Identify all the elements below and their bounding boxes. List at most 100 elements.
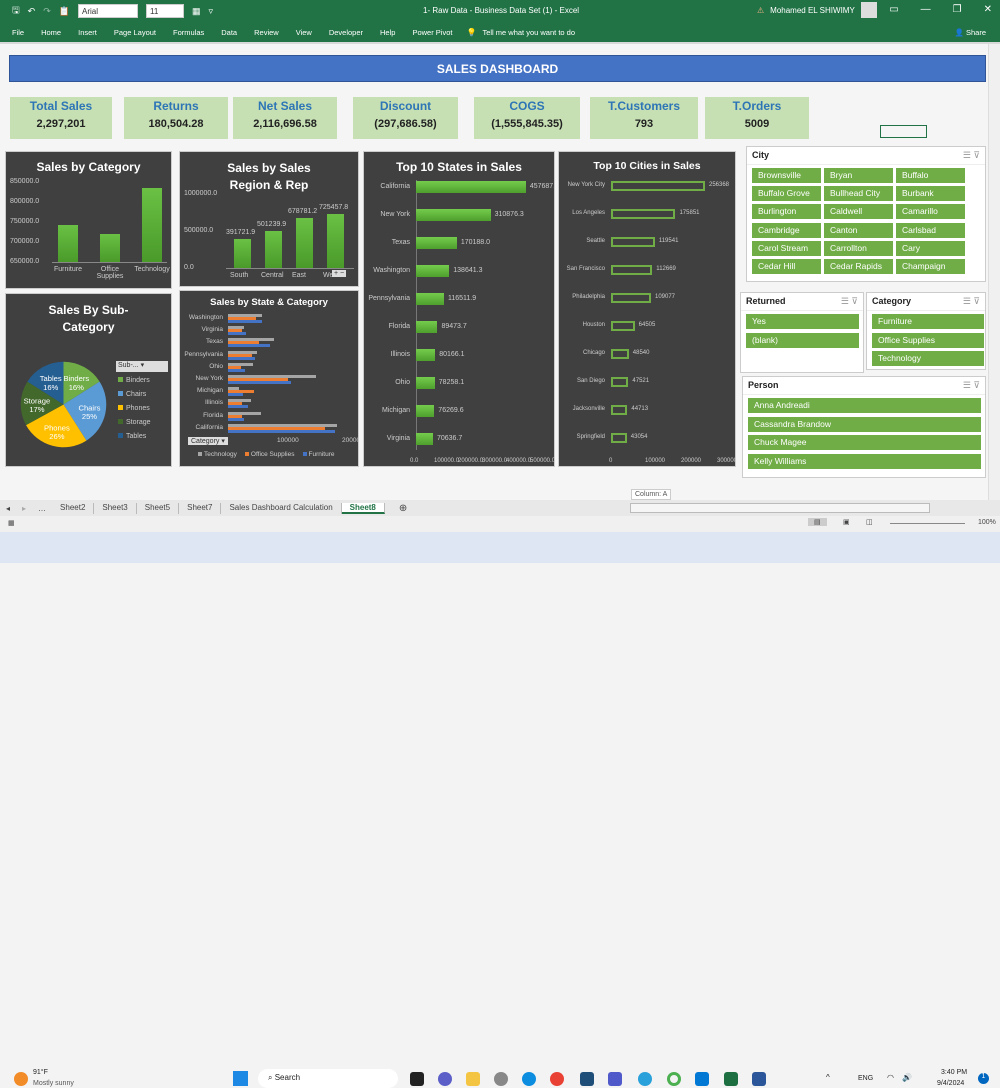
pie-slice[interactable] <box>27 361 64 405</box>
slicer-item[interactable]: Caldwell <box>824 204 893 220</box>
bar[interactable] <box>228 338 274 342</box>
chart-top-cities[interactable]: Top 10 Cities in Sales New York City 2563… <box>558 151 736 467</box>
clock-time[interactable]: 3:40 PM <box>941 1069 968 1076</box>
expand-collapse-buttons[interactable]: + − <box>332 270 347 277</box>
ribbon-tab-data[interactable]: Data <box>221 27 238 37</box>
legend-item[interactable]: Chairs <box>118 391 146 398</box>
clear-filter-icon[interactable]: ☰ ⊽ <box>962 380 980 390</box>
word-icon[interactable] <box>752 1072 766 1086</box>
weather-icon[interactable] <box>14 1072 28 1086</box>
slicer-city[interactable]: City ☰ ⊽ Brownsville Bryan Buffalo Buffalo G… <box>746 146 986 282</box>
paste-icon[interactable]: 📋 <box>58 5 70 16</box>
bar[interactable] <box>611 405 628 415</box>
bar[interactable] <box>228 381 292 384</box>
bar[interactable] <box>228 423 338 427</box>
bar[interactable] <box>228 326 245 330</box>
view-normal[interactable]: ▤ <box>808 518 827 526</box>
slicer-item[interactable]: Burbank <box>896 186 965 202</box>
customize-qa-icon[interactable]: ▿ <box>208 5 214 16</box>
pie-slice[interactable] <box>63 381 107 441</box>
font-name-input[interactable] <box>77 4 138 18</box>
slicer-item[interactable]: Technology <box>872 351 984 366</box>
macro-record-icon[interactable]: ▦ <box>8 520 15 527</box>
bar[interactable] <box>416 349 436 361</box>
legend-item[interactable]: Technology <box>198 451 237 458</box>
bar[interactable] <box>228 414 242 418</box>
weather-temp[interactable]: 91°F <box>33 1069 48 1076</box>
slicer-item[interactable]: Yes <box>746 314 859 329</box>
avatar[interactable] <box>860 2 877 18</box>
notification-badge[interactable]: 1 <box>978 1073 989 1084</box>
bar[interactable] <box>228 320 262 323</box>
bar[interactable] <box>416 181 526 193</box>
bar[interactable] <box>228 390 254 394</box>
bar[interactable] <box>611 181 705 191</box>
bar[interactable] <box>228 341 259 345</box>
slicer-item[interactable]: Office Supplies <box>872 332 984 348</box>
bar[interactable] <box>228 405 248 409</box>
pie-slice[interactable] <box>20 381 64 426</box>
zoom-slider[interactable] <box>890 523 965 524</box>
subcategory-filter[interactable]: Sub-... ▾ <box>116 361 168 372</box>
bar[interactable] <box>265 230 282 268</box>
category-filter-button[interactable]: Category ▾ <box>188 437 228 445</box>
bar[interactable] <box>228 365 241 369</box>
settings-icon[interactable] <box>494 1072 508 1086</box>
slicer-item[interactable]: Cary <box>896 240 965 256</box>
ribbon-tab-file[interactable]: File <box>12 27 25 37</box>
ribbon-tab-developer[interactable]: Developer <box>328 27 364 37</box>
slicer-item[interactable]: Buffalo Grove <box>752 186 821 202</box>
bar[interactable] <box>228 393 243 397</box>
bar[interactable] <box>228 353 253 357</box>
bar[interactable] <box>228 426 325 430</box>
slicer-item[interactable]: Buffalo <box>896 168 965 183</box>
app-icon[interactable] <box>608 1072 622 1086</box>
slicer-item[interactable]: Furniture <box>872 314 984 329</box>
ribbon-display-icon[interactable]: ▭ <box>889 4 899 15</box>
bar[interactable] <box>611 349 629 359</box>
chart-sales-by-region[interactable]: Sales by Sales Region & Rep 1000000.0 500… <box>179 151 359 287</box>
taskbar-search[interactable]: ⌕ Search <box>258 1069 398 1088</box>
minimize-button[interactable]: — <box>920 4 931 15</box>
ribbon-tab-home[interactable]: Home <box>41 27 62 37</box>
tab-scroll-left[interactable]: ◂ <box>6 503 11 513</box>
font-size-input[interactable] <box>145 4 184 18</box>
bar[interactable] <box>228 375 316 378</box>
bar[interactable] <box>228 417 245 421</box>
horizontal-scrollbar[interactable] <box>630 503 930 513</box>
add-sheet-button[interactable]: ⊕ <box>398 502 408 514</box>
bar[interactable] <box>611 321 635 331</box>
slicer-item[interactable]: Canton <box>824 222 893 238</box>
slicer-item[interactable]: Cassandra Brandow <box>748 416 981 432</box>
slicer-item[interactable]: Cambridge <box>752 222 821 238</box>
bar[interactable] <box>611 293 651 303</box>
bar[interactable] <box>416 377 435 389</box>
windows-start-icon[interactable] <box>233 1071 248 1086</box>
bar[interactable] <box>416 293 444 305</box>
telegram-icon[interactable] <box>638 1072 652 1086</box>
taskview-icon[interactable] <box>410 1072 424 1086</box>
excel-icon[interactable] <box>724 1072 738 1086</box>
sheet-tab[interactable]: Sheet3 <box>94 502 137 514</box>
bar[interactable] <box>416 209 491 221</box>
bar[interactable] <box>416 237 457 249</box>
weather-text[interactable]: Mostly sunny <box>33 1080 74 1087</box>
legend-item[interactable]: Furniture <box>302 451 335 458</box>
sheet-tab[interactable]: Sheet8 <box>341 502 385 514</box>
chrome-icon[interactable] <box>550 1072 564 1086</box>
sheet-tab[interactable]: Sheet5 <box>137 502 180 514</box>
tell-me-input[interactable]: Tell me what you want to do <box>482 27 576 37</box>
bar[interactable] <box>228 429 335 433</box>
ribbon-tab-view[interactable]: View <box>295 27 312 37</box>
sheet-tab[interactable]: Sheet2 <box>52 502 95 514</box>
zoom-level[interactable]: 100% <box>978 519 996 526</box>
bar[interactable] <box>142 187 162 262</box>
user-name[interactable]: Mohamed EL SHIWIMY <box>770 5 855 15</box>
slicer-category[interactable]: Category ☰ ⊽ Furniture Office Supplies Tech… <box>866 292 986 370</box>
pie-chart[interactable]: Binders16%Chairs25%Phones26%Storage17%Ta… <box>16 357 111 452</box>
ribbon-tab-power-pivot[interactable]: Power Pivot <box>412 27 453 37</box>
slicer-item[interactable]: Cedar Rapids <box>824 259 893 274</box>
bar[interactable] <box>327 214 344 268</box>
bar[interactable] <box>611 265 653 275</box>
bar[interactable] <box>296 217 313 268</box>
